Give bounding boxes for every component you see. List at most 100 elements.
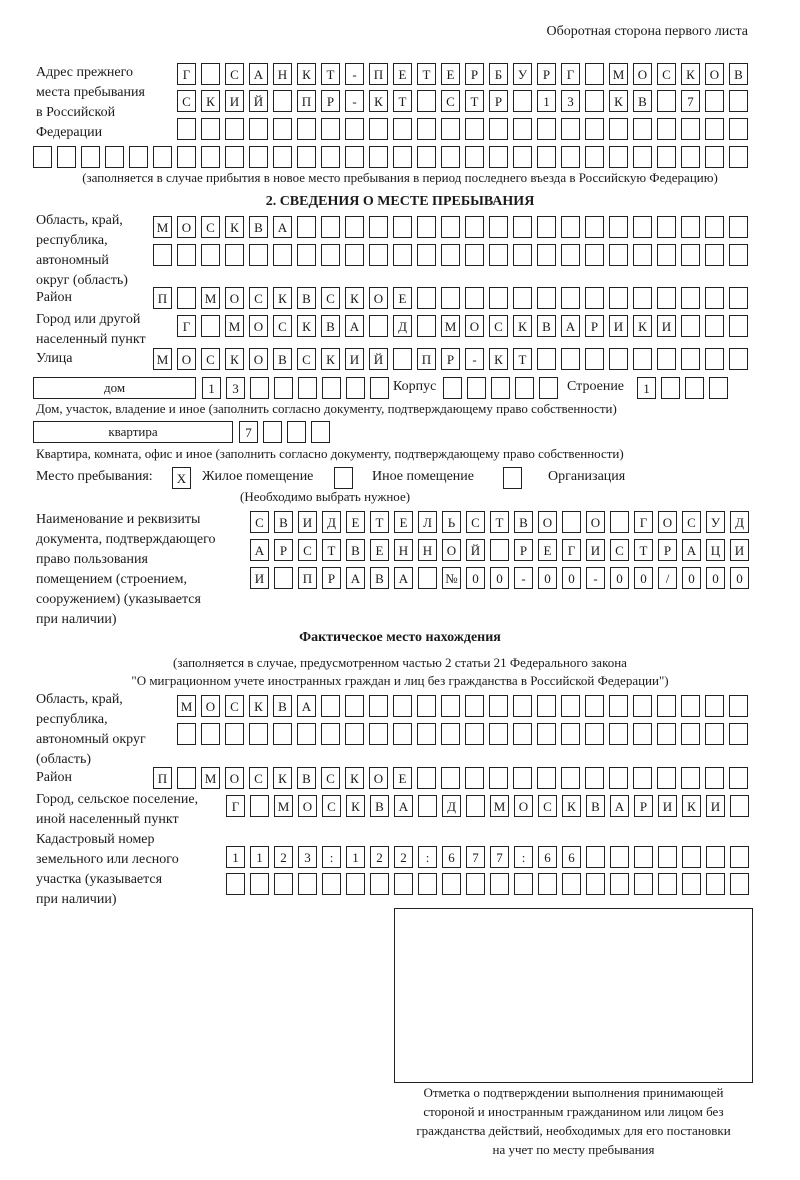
char-cell[interactable] <box>274 377 293 399</box>
char-cell[interactable] <box>585 216 604 238</box>
char-cell[interactable]: Г <box>177 63 196 85</box>
char-cell[interactable] <box>633 216 652 238</box>
char-cell[interactable]: Д <box>730 511 749 533</box>
char-cell[interactable] <box>705 287 724 309</box>
house-type-field[interactable]: дом <box>33 377 196 399</box>
char-cell[interactable]: К <box>273 287 292 309</box>
char-cell[interactable]: Г <box>177 315 196 337</box>
char-cell[interactable] <box>705 767 724 789</box>
char-cell[interactable] <box>465 767 484 789</box>
char-cell[interactable]: В <box>321 315 340 337</box>
char-cell[interactable]: И <box>730 539 749 561</box>
char-cell[interactable] <box>417 146 436 168</box>
char-cell[interactable] <box>346 377 365 399</box>
char-cell[interactable]: В <box>370 795 389 817</box>
char-cell[interactable] <box>153 244 172 266</box>
char-cell[interactable] <box>609 287 628 309</box>
char-cell[interactable]: О <box>225 287 244 309</box>
char-cell[interactable] <box>201 118 220 140</box>
char-cell[interactable]: Д <box>322 511 341 533</box>
char-cell[interactable] <box>345 695 364 717</box>
char-cell[interactable]: И <box>298 511 317 533</box>
char-cell[interactable]: 7 <box>239 421 258 443</box>
char-cell[interactable]: Р <box>634 795 653 817</box>
char-cell[interactable] <box>513 723 532 745</box>
char-cell[interactable]: 0 <box>730 567 749 589</box>
char-cell[interactable]: 0 <box>682 567 701 589</box>
char-cell[interactable]: К <box>225 348 244 370</box>
char-cell[interactable]: Б <box>489 63 508 85</box>
char-cell[interactable] <box>201 244 220 266</box>
char-cell[interactable] <box>321 695 340 717</box>
char-cell[interactable]: О <box>442 539 461 561</box>
char-cell[interactable] <box>297 723 316 745</box>
char-cell[interactable]: К <box>297 315 316 337</box>
char-cell[interactable] <box>729 244 748 266</box>
char-cell[interactable] <box>657 216 676 238</box>
char-cell[interactable] <box>681 118 700 140</box>
char-cell[interactable]: К <box>369 90 388 112</box>
char-cell[interactable] <box>249 118 268 140</box>
char-cell[interactable] <box>661 377 680 399</box>
char-cell[interactable] <box>393 118 412 140</box>
char-cell[interactable] <box>729 118 748 140</box>
char-cell[interactable]: В <box>514 511 533 533</box>
char-cell[interactable]: Е <box>394 511 413 533</box>
char-cell[interactable] <box>585 244 604 266</box>
char-cell[interactable]: С <box>225 63 244 85</box>
char-cell[interactable]: С <box>249 767 268 789</box>
char-cell[interactable]: С <box>610 539 629 561</box>
char-cell[interactable] <box>515 377 534 399</box>
char-cell[interactable] <box>297 118 316 140</box>
char-cell[interactable] <box>537 216 556 238</box>
char-cell[interactable]: К <box>489 348 508 370</box>
char-cell[interactable] <box>633 287 652 309</box>
char-cell[interactable] <box>513 90 532 112</box>
char-cell[interactable]: 2 <box>370 846 389 868</box>
char-cell[interactable]: Т <box>634 539 653 561</box>
char-cell[interactable]: Е <box>538 539 557 561</box>
char-cell[interactable]: 3 <box>298 846 317 868</box>
char-cell[interactable]: О <box>658 511 677 533</box>
char-cell[interactable] <box>585 287 604 309</box>
char-cell[interactable]: Н <box>394 539 413 561</box>
char-cell[interactable] <box>657 90 676 112</box>
char-cell[interactable]: В <box>537 315 556 337</box>
char-cell[interactable]: О <box>514 795 533 817</box>
char-cell[interactable] <box>514 873 533 895</box>
char-cell[interactable] <box>225 118 244 140</box>
char-cell[interactable] <box>201 315 220 337</box>
char-cell[interactable] <box>466 795 485 817</box>
char-cell[interactable]: О <box>369 287 388 309</box>
char-cell[interactable]: Р <box>537 63 556 85</box>
char-cell[interactable] <box>681 287 700 309</box>
char-cell[interactable]: О <box>249 315 268 337</box>
char-cell[interactable]: 7 <box>490 846 509 868</box>
char-cell[interactable] <box>706 873 725 895</box>
char-cell[interactable]: А <box>297 695 316 717</box>
char-cell[interactable] <box>393 244 412 266</box>
char-cell[interactable] <box>369 244 388 266</box>
char-cell[interactable] <box>57 146 76 168</box>
char-cell[interactable]: : <box>322 846 341 868</box>
char-cell[interactable] <box>561 695 580 717</box>
char-cell[interactable] <box>369 315 388 337</box>
char-cell[interactable] <box>177 146 196 168</box>
char-cell[interactable] <box>297 146 316 168</box>
char-cell[interactable]: С <box>657 63 676 85</box>
char-cell[interactable]: Г <box>561 63 580 85</box>
char-cell[interactable] <box>538 873 557 895</box>
char-cell[interactable] <box>561 767 580 789</box>
char-cell[interactable] <box>417 695 436 717</box>
char-cell[interactable] <box>129 146 148 168</box>
char-cell[interactable] <box>321 244 340 266</box>
char-cell[interactable] <box>633 118 652 140</box>
char-cell[interactable] <box>657 767 676 789</box>
char-cell[interactable] <box>729 723 748 745</box>
char-cell[interactable] <box>177 287 196 309</box>
char-cell[interactable]: М <box>490 795 509 817</box>
char-cell[interactable] <box>561 118 580 140</box>
char-cell[interactable]: Е <box>393 767 412 789</box>
char-cell[interactable] <box>322 377 341 399</box>
char-cell[interactable]: В <box>273 348 292 370</box>
